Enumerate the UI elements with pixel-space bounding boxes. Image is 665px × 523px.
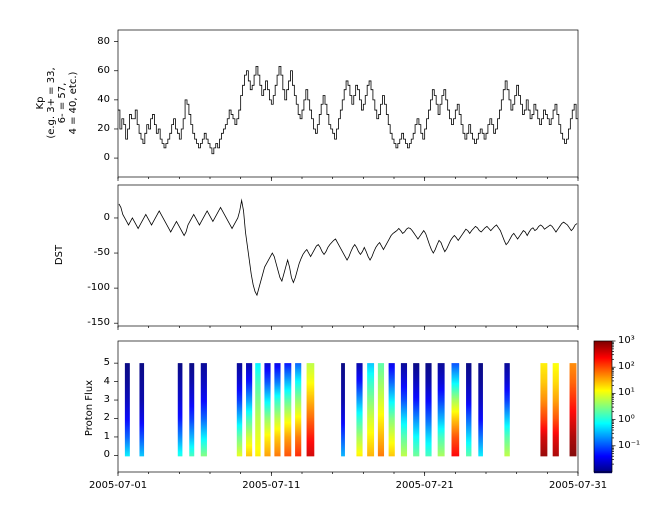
kp-axis-label-line2: (e.g. 3+ = 33, [46, 67, 57, 139]
flux-y-tick-label: 2 [103, 412, 110, 424]
flux-y-tick-label: 1 [103, 430, 110, 442]
kp-y-tick-label: 0 [103, 152, 110, 164]
x-tick-label: 2005-07-31 [548, 480, 608, 491]
dst-y-tick-label: -100 [87, 282, 110, 294]
dst-y-tick-label: -150 [87, 317, 110, 329]
kp-y-tick-label: 20 [97, 122, 110, 134]
kp-y-tick-label: 60 [97, 64, 110, 76]
colorbar-tick-label: 10⁰ [618, 413, 635, 425]
x-tick-label: 2005-07-01 [88, 480, 148, 491]
dst-y-tick-label: 0 [103, 211, 110, 223]
flux-y-tick-label: 4 [103, 375, 110, 387]
dst-y-tick-label: -50 [93, 247, 110, 259]
colorbar-tick-label: 10³ [618, 335, 635, 346]
kp-y-tick-label: 80 [97, 35, 110, 47]
flux-y-tick-label: 5 [103, 357, 110, 369]
kp-axis-label-line1: Kp [35, 96, 46, 110]
flux-y-tick-label: 3 [103, 394, 110, 406]
kp-y-tick-label: 40 [97, 93, 110, 105]
flux-y-tick-label: 0 [103, 449, 110, 461]
x-tick-label: 2005-07-21 [395, 480, 454, 491]
colorbar-tick-label: 10⁻¹ [618, 439, 641, 451]
dst-axis-label: DST [54, 244, 65, 266]
kp-axis-label-line3: 6- = 57, [57, 82, 68, 124]
colorbar-tick-label: 10¹ [618, 387, 635, 399]
colorbar-tick-label: 10² [618, 361, 635, 373]
x-tick-label: 2005-07-11 [242, 480, 301, 491]
